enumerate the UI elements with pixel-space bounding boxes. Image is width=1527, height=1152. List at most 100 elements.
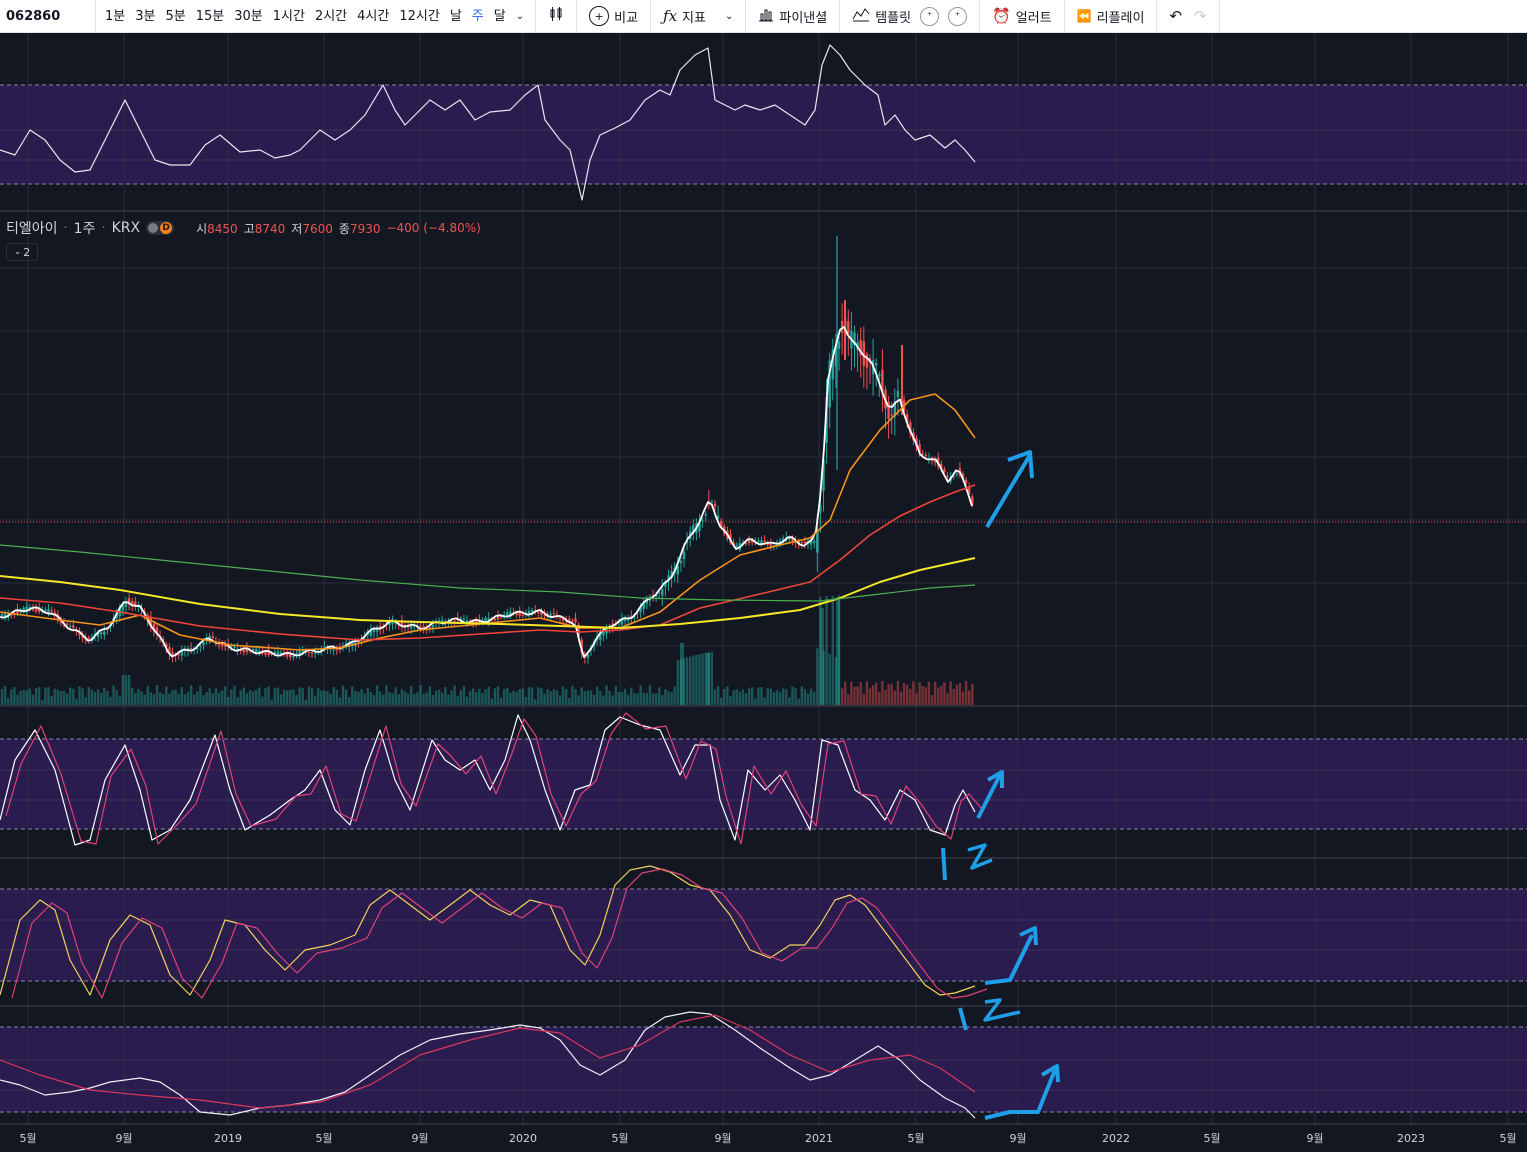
- volume-bar: [856, 686, 859, 705]
- volume-bar: [196, 691, 199, 705]
- candle-body: [149, 616, 152, 627]
- volume-bar: [307, 686, 311, 705]
- volume-bar: [41, 700, 44, 705]
- volume-bar: [732, 690, 735, 705]
- candle-body: [881, 369, 884, 392]
- volume-bar: [335, 689, 338, 705]
- status-dot: [148, 223, 159, 233]
- interval-1[interactable]: 3분: [135, 8, 156, 24]
- price-legend: 티엘아이 · 1주 · KRX D 시8450 고8740 저7600 종793…: [6, 220, 481, 237]
- volume-bar: [168, 693, 171, 705]
- redo-button[interactable]: ↷: [1188, 0, 1213, 33]
- candle-body: [202, 642, 205, 646]
- volume-bar: [31, 694, 35, 705]
- volume-bar: [540, 688, 543, 705]
- template-slot-icon[interactable]: ⁺: [920, 6, 940, 26]
- volume-bar: [16, 694, 19, 705]
- chart-type-button[interactable]: [542, 0, 570, 33]
- volume-bar: [251, 691, 255, 705]
- function-icon: ƒx: [663, 7, 678, 25]
- interval-10[interactable]: 주: [471, 8, 484, 24]
- redo-icon: ↷: [1194, 7, 1207, 25]
- divider: [839, 0, 841, 33]
- interval-9[interactable]: 날: [449, 8, 462, 24]
- volume-bar: [809, 688, 813, 705]
- volume-bar: [397, 694, 400, 705]
- x-axis-label: 9월: [1009, 1132, 1026, 1145]
- candle-body: [924, 455, 927, 457]
- volume-bar: [465, 696, 469, 705]
- volume-bar: [28, 688, 32, 705]
- interval-4[interactable]: 30분: [234, 8, 263, 24]
- interval-0[interactable]: 1분: [105, 8, 126, 24]
- interval-8[interactable]: 12시간: [399, 8, 440, 24]
- volume-bar: [211, 693, 214, 705]
- candle-body: [189, 647, 193, 649]
- symbol-search[interactable]: 062860: [0, 0, 96, 33]
- alert-button[interactable]: ⏰ 얼러트: [986, 0, 1058, 33]
- volume-bar: [3, 685, 7, 705]
- candle-body: [682, 551, 686, 560]
- candle-body: [276, 651, 280, 656]
- interval-6[interactable]: 2시간: [314, 8, 348, 24]
- interval-7[interactable]: 4시간: [357, 8, 390, 24]
- symbol-name[interactable]: 티엘아이: [6, 221, 58, 237]
- candle-body: [10, 614, 13, 616]
- volume-bar: [723, 689, 726, 705]
- collapse-indicators-button[interactable]: ⌄ 2: [6, 243, 38, 261]
- volume-bar: [837, 595, 841, 705]
- volume-bar: [775, 690, 779, 705]
- candle-body: [121, 604, 125, 611]
- volume-bar: [227, 697, 230, 705]
- annotation-arrow-osc1: [976, 774, 1002, 819]
- candle-body: [267, 649, 270, 656]
- volume-bar: [611, 695, 614, 705]
- volume-bar: [800, 686, 803, 705]
- interval-11[interactable]: 달: [493, 8, 506, 24]
- volume-bar: [661, 695, 664, 705]
- undo-button[interactable]: ↶: [1163, 0, 1188, 33]
- volume-bar: [372, 695, 376, 705]
- volume-bar: [909, 688, 912, 705]
- template-slot-icon[interactable]: ⁺: [948, 6, 968, 26]
- volume-bar: [893, 690, 896, 705]
- candle-body: [946, 475, 949, 478]
- volume-bar: [344, 689, 348, 705]
- replay-button[interactable]: ⏪ 리플레이: [1071, 0, 1151, 33]
- templates-label: 템플릿: [875, 10, 912, 26]
- financials-button[interactable]: 파이낸셜: [752, 0, 833, 33]
- x-axis-label: 9월: [1306, 1132, 1323, 1145]
- compare-button[interactable]: + 비교: [583, 0, 644, 33]
- volume-bar: [59, 690, 63, 705]
- legend-interval: 1주: [73, 221, 96, 237]
- volume-bar: [642, 692, 645, 705]
- volume-bar: [50, 695, 53, 705]
- volume-bar: [313, 695, 317, 705]
- volume-bar: [301, 687, 304, 705]
- open-value: 8450: [207, 221, 238, 236]
- volume-bar: [930, 694, 934, 705]
- interval-dropdown[interactable]: ⌄: [515, 10, 525, 22]
- candle-body: [661, 589, 664, 596]
- chevron-down-icon: ⌄: [13, 247, 22, 257]
- interval-5[interactable]: 1시간: [272, 8, 305, 24]
- volume-bar: [735, 688, 738, 705]
- plus-circle-icon: +: [589, 6, 610, 26]
- volume-bar: [701, 653, 704, 705]
- templates-button[interactable]: 템플릿 ⁺ ⁺: [846, 0, 973, 33]
- volume-bar: [499, 697, 503, 705]
- candles-icon: [548, 6, 564, 26]
- indicators-button[interactable]: ƒx 지표 ⌄: [657, 0, 739, 33]
- close-value: 7930: [349, 221, 381, 236]
- volume-bar: [530, 687, 534, 705]
- candle-body: [530, 610, 534, 613]
- candle-body: [893, 401, 896, 417]
- volume-bar: [131, 687, 134, 705]
- chart-canvas[interactable]: 5월 9월 2019 5월 9월 2020 5월 9월 2021 5월 9월 2022 5월 9월 2023…: [0, 34, 1527, 1152]
- candle-body: [65, 623, 69, 625]
- candle-body: [809, 540, 813, 545]
- candle-body: [747, 540, 751, 543]
- interval-3[interactable]: 15분: [195, 8, 225, 24]
- interval-2[interactable]: 5분: [165, 8, 186, 24]
- volume-bar: [862, 693, 865, 705]
